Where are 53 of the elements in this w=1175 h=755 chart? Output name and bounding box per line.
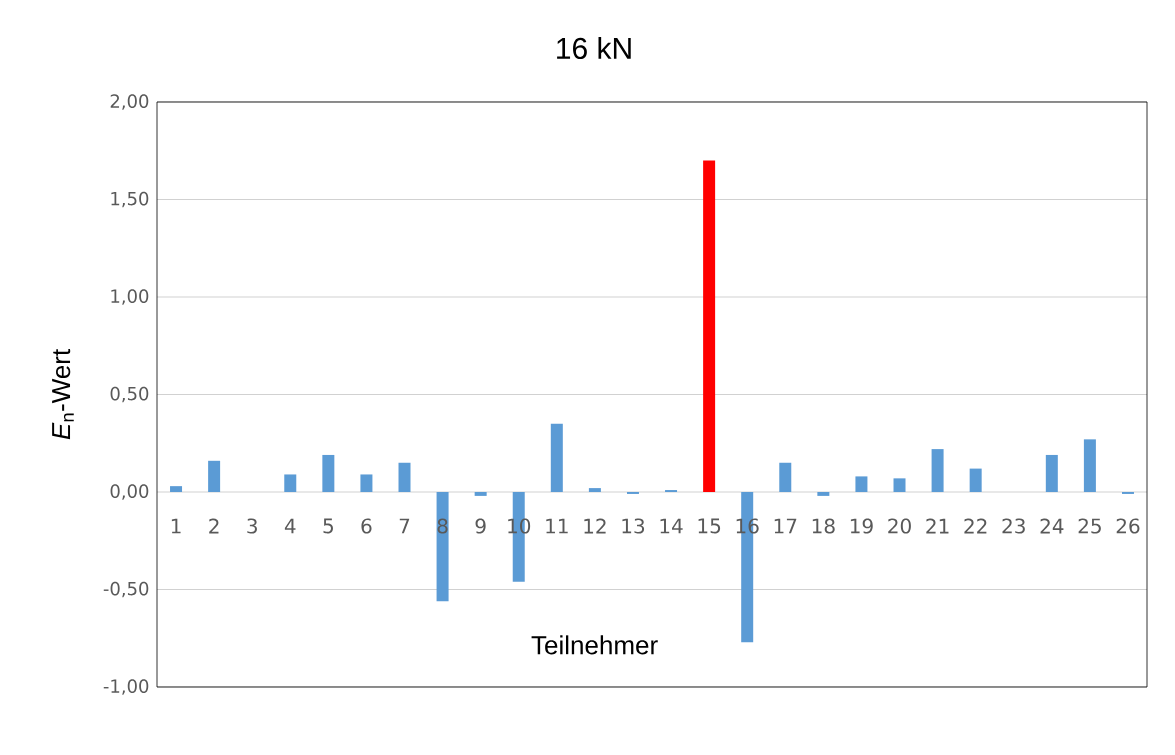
x-tick-label: 5 [323,518,333,534]
y-tick-label: 1,00 [111,289,149,305]
bar [969,468,982,492]
x-tick-label: 9 [475,518,486,534]
x-tick-label: 25 [1078,518,1101,534]
bar [474,492,487,496]
x-tick-label: 26 [1116,518,1140,534]
x-tick-label: 18 [812,518,835,534]
x-axis-title: Teilnehmer [531,635,658,655]
x-tick-label: 12 [584,518,606,534]
y-tick-label: 0,00 [110,484,149,500]
bar [817,492,830,496]
y-axis-title: E$_{n}$-Wert [52,349,74,440]
bar [208,460,221,492]
bar [931,449,944,492]
bar [779,462,792,492]
x-tick-label: 24 [1040,518,1064,534]
bar [703,160,716,492]
bar [170,486,183,492]
chart-title: 16 kN [557,36,631,60]
x-tick-label: 20 [888,518,911,534]
x-tick-label: 22 [964,518,987,534]
x-tick-label: 3 [247,518,257,534]
y-tick-label: -1,00 [103,679,149,695]
bar [893,478,906,492]
y-tick-label: 2,00 [110,94,149,110]
bar [1083,439,1096,492]
bar [1045,454,1058,492]
y-tick-label: 0,50 [110,386,149,403]
x-tick-label: 7 [399,518,410,534]
x-tick-label: 23 [1002,518,1025,534]
x-tick-label: 21 [926,518,949,534]
x-tick-label: 2 [209,518,219,534]
bar [550,423,563,492]
x-tick-label: 13 [622,518,645,534]
x-tick-label: 6 [361,518,372,534]
x-tick-label: 19 [850,518,873,534]
bar [322,454,335,492]
y-tick-label: 1,50 [111,191,149,208]
bar [360,474,373,492]
bar [436,492,449,602]
x-tick-label: 11 [546,518,568,534]
x-tick-label: 1 [171,518,181,534]
y-tick-label: -0,50 [103,581,149,598]
bar [398,462,411,492]
x-tick-label: 4 [284,518,296,534]
bar [284,474,297,492]
bar [588,488,601,492]
bar [855,476,868,492]
x-tick-label: 14 [660,518,683,534]
x-tick-label: 15 [698,518,721,534]
x-tick-label: 8 [437,518,448,534]
x-tick-label: 17 [774,518,797,534]
